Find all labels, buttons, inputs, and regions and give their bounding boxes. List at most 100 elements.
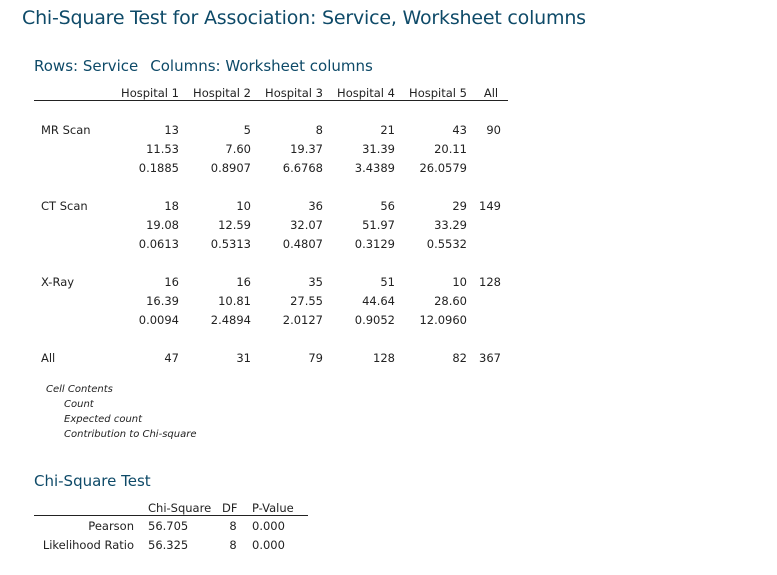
count-cell: 8 — [315, 122, 323, 137]
expected-cell: 51.97 — [362, 217, 395, 232]
contribution-cell: 2.4894 — [210, 312, 251, 327]
contribution-cell: 0.9052 — [354, 312, 395, 327]
df-value: 8 — [229, 537, 237, 552]
table-row: 16.39 10.81 27.55 44.64 28.60 — [34, 291, 508, 310]
table-row: CT Scan 18 10 36 56 29 149 — [34, 196, 508, 215]
table-row: 0.1885 0.8907 6.6768 3.4389 26.0579 — [34, 158, 508, 177]
header-blank — [34, 500, 144, 516]
column-header: DF — [218, 500, 248, 516]
column-header: Hospital 5 — [402, 85, 474, 101]
count-cell: 35 — [308, 274, 323, 289]
expected-cell: 27.55 — [290, 293, 323, 308]
contribution-cell: 12.0960 — [419, 312, 467, 327]
spacer — [34, 177, 508, 196]
count-cell: 56 — [380, 198, 395, 213]
count-cell: 13 — [164, 122, 179, 137]
table-row: Pearson 56.705 8 0.000 — [34, 516, 308, 536]
column-header: Chi-Square — [144, 500, 218, 516]
column-total: 31 — [236, 350, 251, 365]
columns-label: Columns: Worksheet columns — [150, 57, 373, 75]
row-total: 128 — [479, 274, 501, 289]
column-total: 128 — [373, 350, 395, 365]
expected-cell: 7.60 — [225, 141, 251, 156]
row-total: 149 — [479, 198, 501, 213]
df-value: 8 — [229, 518, 237, 533]
column-header: Hospital 2 — [186, 85, 258, 101]
contribution-cell: 0.8907 — [210, 160, 251, 175]
test-label: Likelihood Ratio — [42, 537, 134, 552]
contribution-cell: 0.3129 — [354, 236, 395, 251]
column-header: Hospital 1 — [114, 85, 186, 101]
table-row: 19.08 12.59 32.07 51.97 33.29 — [34, 215, 508, 234]
contribution-cell: 3.4389 — [354, 160, 395, 175]
expected-cell: 19.08 — [146, 217, 179, 232]
row-label: All — [41, 350, 56, 365]
row-label: MR Scan — [41, 122, 91, 137]
column-header: P-Value — [248, 500, 308, 516]
spacer — [34, 329, 508, 348]
contribution-cell: 0.5532 — [426, 236, 467, 251]
crosstab-header-row: Hospital 1 Hospital 2 Hospital 3 Hospita… — [34, 85, 508, 101]
row-total: 90 — [486, 122, 501, 137]
count-cell: 21 — [380, 122, 395, 137]
table-row: 0.0613 0.5313 0.4807 0.3129 0.5532 — [34, 234, 508, 253]
grand-total: 367 — [479, 350, 501, 365]
expected-cell: 44.64 — [362, 293, 395, 308]
column-header: Hospital 4 — [330, 85, 402, 101]
test-label: Pearson — [88, 518, 134, 533]
contribution-cell: 0.0613 — [138, 236, 179, 251]
column-total: 82 — [452, 350, 467, 365]
table-row: X-Ray 16 16 35 51 10 128 — [34, 272, 508, 291]
chisq-table: Chi-Square DF P-Value Pearson 56.705 8 0… — [34, 500, 308, 554]
legend-heading: Cell Contents — [46, 384, 113, 395]
chisq-header-row: Chi-Square DF P-Value — [34, 500, 308, 516]
chisq-section-heading: Chi-Square Test — [34, 472, 151, 490]
expected-cell: 19.37 — [290, 141, 323, 156]
contribution-cell: 6.6768 — [282, 160, 323, 175]
expected-cell: 32.07 — [290, 217, 323, 232]
table-row: MR Scan 13 5 8 21 43 90 — [34, 120, 508, 139]
count-cell: 43 — [452, 122, 467, 137]
chi-square-value: 56.705 — [148, 518, 189, 533]
contribution-cell: 0.4807 — [282, 236, 323, 251]
row-label: X-Ray — [41, 274, 75, 289]
count-cell: 51 — [380, 274, 395, 289]
expected-cell: 16.39 — [146, 293, 179, 308]
p-value: 0.000 — [252, 518, 285, 533]
expected-cell: 28.60 — [434, 293, 467, 308]
column-total: 47 — [164, 350, 179, 365]
table-row: 11.53 7.60 19.37 31.39 20.11 — [34, 139, 508, 158]
count-cell: 16 — [236, 274, 251, 289]
table-row: Likelihood Ratio 56.325 8 0.000 — [34, 535, 308, 554]
column-header: Hospital 3 — [258, 85, 330, 101]
expected-cell: 11.53 — [146, 141, 179, 156]
expected-cell: 10.81 — [218, 293, 251, 308]
count-cell: 29 — [452, 198, 467, 213]
contribution-cell: 0.1885 — [138, 160, 179, 175]
legend-item: Expected count — [64, 414, 143, 425]
contribution-cell: 0.0094 — [138, 312, 179, 327]
count-cell: 36 — [308, 198, 323, 213]
count-cell: 5 — [243, 122, 251, 137]
expected-cell: 12.59 — [218, 217, 251, 232]
table-row: 0.0094 2.4894 2.0127 0.9052 12.0960 — [34, 310, 508, 329]
count-cell: 18 — [164, 198, 179, 213]
expected-cell: 33.29 — [434, 217, 467, 232]
chi-square-value: 56.325 — [148, 537, 189, 552]
header-blank — [34, 85, 114, 101]
expected-cell: 20.11 — [434, 141, 467, 156]
count-cell: 16 — [164, 274, 179, 289]
spacer — [34, 101, 508, 121]
row-label: CT Scan — [41, 198, 88, 213]
crosstab-subtitle: Rows: Service Columns: Worksheet columns — [34, 57, 373, 75]
contribution-cell: 26.0579 — [419, 160, 467, 175]
contribution-cell: 0.5313 — [210, 236, 251, 251]
contribution-cell: 2.0127 — [282, 312, 323, 327]
rows-label: Rows: Service — [34, 57, 139, 75]
spacer — [34, 253, 508, 272]
legend-item: Contribution to Chi-square — [64, 429, 197, 440]
cell-contents-legend: Cell Contents Count Expected count Contr… — [46, 382, 196, 442]
count-cell: 10 — [236, 198, 251, 213]
p-value: 0.000 — [252, 537, 285, 552]
expected-cell: 31.39 — [362, 141, 395, 156]
